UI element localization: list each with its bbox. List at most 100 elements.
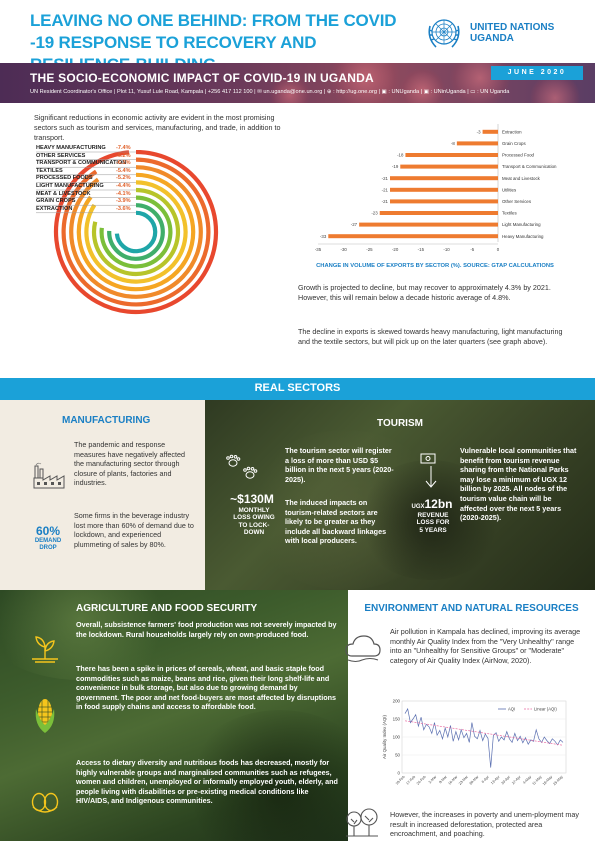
exports-bar-chart: -3 Extraction -8 Grain Crops -18 Processed Fo… [315, 124, 557, 252]
sector-arc [84, 180, 188, 284]
aqi-x-tick: 11-May [532, 775, 543, 786]
org-name-line1: UNITED NATIONS [470, 22, 555, 33]
sector-decline-spiral [36, 150, 219, 315]
exports-data-label: -18 [397, 153, 404, 158]
sector-label: LIGHT MANUFACTURING [36, 183, 104, 189]
aqi-x-tick: 2-Mar [428, 774, 438, 784]
agriculture-text-1: Overall, subsistence farmers' food produ… [76, 620, 337, 639]
org-name: UNITED NATIONS UGANDA [470, 22, 554, 44]
aqi-x-tick: 23-Mar [458, 774, 469, 785]
exports-bar [379, 211, 498, 215]
band-title: THE SOCIO-ECONOMIC IMPACT OF COVID-19 IN… [30, 71, 374, 85]
exports-x-tick: -10 [443, 247, 450, 252]
exports-x-tick: -5 [470, 247, 474, 252]
date-badge: JUNE 2020 [491, 66, 583, 80]
sector-value: -3.9% [116, 198, 131, 205]
agriculture-panel [0, 590, 348, 841]
exports-data-label: -23 [371, 211, 378, 216]
virus-decoration [330, 63, 400, 103]
sector-value: -6.2% [116, 152, 131, 159]
exports-category-label: Grain Crops [502, 141, 526, 146]
sector-label: HEAVY MANUFACTURING [36, 145, 106, 151]
sector-label: MEAT & LIVESTOCK [36, 190, 91, 197]
aqi-x-tick: 18-May [542, 775, 553, 786]
manufacturing-text-2: Some firms in the beverage industry lost… [74, 511, 194, 549]
aqi-x-tick: 24-Feb [416, 775, 427, 786]
exports-data-label: -27 [351, 222, 358, 227]
sector-arc [61, 157, 211, 307]
aqi-x-tick: 4-May [522, 775, 532, 785]
virus-decoration [400, 68, 445, 103]
aqi-y-tick: 100 [393, 735, 401, 740]
eggs-icon [31, 792, 59, 813]
trees-icon [346, 808, 378, 837]
exports-bar [390, 187, 498, 192]
exports-bar [405, 153, 498, 157]
sector-value: -4.4% [116, 183, 131, 189]
exports-category-label: Processed Food [502, 153, 535, 158]
exports-data-label: -21 [382, 187, 389, 192]
demand-drop-stat: 60% [35, 524, 61, 538]
cloud-icon [345, 635, 381, 662]
exports-data-label: -19 [392, 164, 399, 169]
exports-data-label: -21 [382, 199, 389, 204]
sector-value: -5.2% [116, 175, 131, 182]
exports-bar [456, 141, 498, 146]
exports-category-label: Textiles [502, 211, 517, 216]
real-sectors-title: REAL SECTORS [254, 382, 341, 394]
sector-label: TRANSPORT & COMMUNICATION [36, 160, 127, 167]
aqi-x-tick: 9-Mar [438, 774, 448, 784]
exports-bar [390, 199, 498, 204]
exports-x-tick: -20 [392, 247, 399, 252]
monthly-loss-label: MONTHLY LOSS OWING TO LOCK- DOWN [224, 507, 284, 537]
environment-text-1: Air pollution in Kampala has declined, i… [390, 627, 581, 665]
title-band: THE SOCIO-ECONOMIC IMPACT OF COVID-19 IN… [0, 63, 595, 103]
exports-data-label: -3 [477, 129, 481, 134]
air-quality-line-chart: 0 50 100 150 200 Air Quality Index (AQI) 10-Fe… [382, 699, 567, 786]
sector-arc [114, 210, 158, 254]
exports-category-label: Utilities [502, 187, 517, 192]
factory-icon [33, 462, 65, 489]
sector-value: -7.4% [116, 145, 131, 151]
aqi-y-label: Air Quality Index (AQI) [382, 715, 387, 759]
decline-text: The decline in exports is skewed towards… [298, 327, 563, 346]
un-emblem-icon [428, 19, 460, 48]
aqi-y-tick: 0 [398, 771, 401, 776]
tourism-panel [205, 400, 595, 590]
monthly-loss-label-line1: MONTHLY [238, 507, 270, 514]
monthly-loss-label-line3: TO LOCK- [238, 521, 270, 529]
environment-title: ENVIRONMENT AND NATURAL RESOURCES [364, 603, 579, 614]
exports-category-label: Heavy Manufacturing [502, 234, 544, 239]
sector-label: OTHER SERVICES [36, 152, 86, 159]
sector-value: -5.4% [116, 167, 131, 174]
sector-value: -3.6% [116, 205, 131, 212]
exports-x-tick: -30 [341, 247, 348, 252]
revenue-loss-label-line3: 5 YEARS [419, 526, 447, 534]
exports-category-label: Transport & Communication [502, 164, 557, 169]
manufacturing-panel [0, 400, 205, 590]
sector-value: -4.1% [116, 190, 131, 197]
demand-drop-label: DEMAND DROP [26, 538, 70, 552]
exports-x-tick: 0 [497, 247, 500, 252]
exports-bar [390, 176, 498, 181]
revenue-loss-label-line2: LOSS FOR [416, 519, 450, 527]
aqi-series-line [404, 707, 564, 768]
tourism-text-2: The induced impacts on tourism-related s… [285, 498, 387, 546]
contact-line: UN Resident Coordinator's Office | Plot … [30, 89, 510, 95]
agriculture-text-2: There has been a spike in prices of cere… [76, 664, 336, 712]
tourism-title: TOURISM [377, 418, 423, 429]
real-sectors-band [0, 378, 595, 400]
revenue-loss-stat: UGX12bn [402, 497, 462, 511]
aqi-x-tick: 13-Apr [490, 774, 501, 785]
agriculture-title: AGRICULTURE AND FOOD SECURITY [76, 603, 258, 614]
aqi-y-tick: 50 [395, 753, 400, 758]
revenue-loss-label: REVENUE LOSS FOR 5 YEARS [408, 512, 458, 534]
sprout-icon [32, 636, 58, 663]
sector-arc [107, 203, 165, 261]
gorilla-photo-shade [355, 460, 505, 580]
aqi-legend-label: Linear (AQI) [534, 707, 557, 712]
org-name-line2: UGANDA [470, 33, 514, 44]
exports-data-label: -33 [320, 234, 327, 239]
aqi-x-tick: 30-Mar [469, 774, 480, 785]
sector-arc [99, 195, 173, 269]
